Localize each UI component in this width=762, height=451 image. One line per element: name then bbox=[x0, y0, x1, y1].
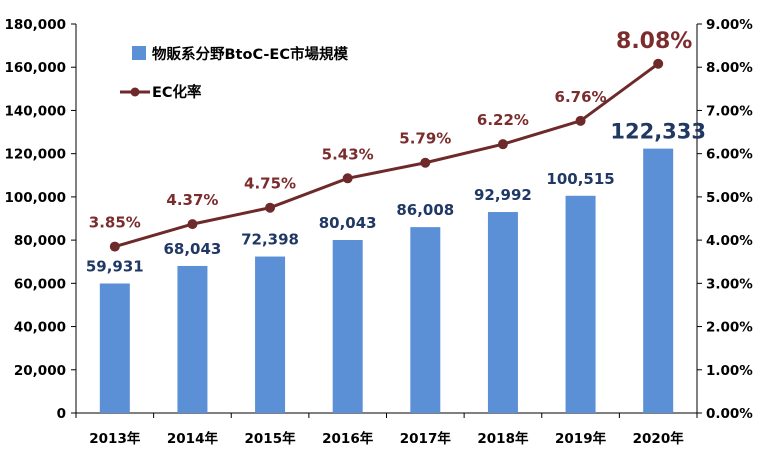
legend-bar-label: 物販系分野BtoC-EC市場規模 bbox=[152, 45, 348, 63]
bar-value-label: 100,515 bbox=[546, 170, 614, 188]
x-tick-label: 2016年 bbox=[322, 430, 374, 447]
bar bbox=[643, 148, 674, 413]
x-tick-label: 2019年 bbox=[555, 430, 607, 447]
bar bbox=[177, 265, 208, 413]
bar bbox=[255, 256, 286, 413]
rate-value-label: 6.76% bbox=[555, 88, 607, 106]
rate-point bbox=[109, 241, 120, 252]
y-tick-label-right: 6.00% bbox=[706, 147, 753, 163]
rate-value-label: 4.75% bbox=[244, 175, 296, 193]
y-tick-label-right: 3.00% bbox=[706, 276, 753, 292]
y-tick-label-left: 140,000 bbox=[5, 103, 67, 119]
y-tick-label-right: 0.00% bbox=[706, 406, 753, 422]
rate-point bbox=[265, 202, 276, 213]
y-tick-label-left: 120,000 bbox=[5, 147, 67, 163]
y-tick-label-right: 4.00% bbox=[706, 233, 753, 249]
y-tick-label-right: 2.00% bbox=[706, 320, 753, 336]
bar bbox=[487, 212, 518, 413]
y-tick-label-left: 160,000 bbox=[5, 60, 67, 76]
x-tick-label: 2018年 bbox=[477, 430, 529, 447]
rate-value-label: 4.37% bbox=[166, 191, 218, 209]
bar-value-label: 68,043 bbox=[163, 240, 221, 258]
bar-value-label: 86,008 bbox=[396, 201, 454, 219]
rate-line bbox=[114, 62, 660, 249]
rate-point bbox=[187, 219, 198, 230]
bar-value-label: 92,992 bbox=[474, 186, 532, 204]
x-tick-label: 2017年 bbox=[400, 430, 452, 447]
y-tick-label-right: 9.00% bbox=[706, 17, 753, 33]
x-tick-label: 2013年 bbox=[89, 430, 141, 447]
y-tick-label-right: 1.00% bbox=[706, 363, 753, 379]
rate-value-label: 3.85% bbox=[89, 214, 141, 232]
rate-value-label: 5.43% bbox=[322, 145, 374, 163]
rate-value-label: 8.08% bbox=[616, 29, 692, 54]
rate-point bbox=[653, 58, 664, 69]
bar-value-label: 80,043 bbox=[319, 214, 377, 232]
legend: 物販系分野BtoC-EC市場規模 EC化率 bbox=[120, 45, 348, 101]
rate-point bbox=[575, 115, 586, 126]
y-tick-label-left: 80,000 bbox=[14, 233, 66, 249]
rate-point bbox=[420, 157, 431, 168]
bar bbox=[565, 195, 596, 413]
bar-value-label: 72,398 bbox=[241, 231, 299, 249]
x-tick-label: 2015年 bbox=[245, 430, 297, 447]
data-labels: 59,931 68,043 72,398 80,043 86,008 92,992 100,… bbox=[86, 29, 706, 276]
bar-series bbox=[99, 148, 674, 413]
rate-point bbox=[497, 139, 508, 150]
bar-value-label: 122,333 bbox=[610, 120, 706, 144]
x-tick-label: 2020年 bbox=[633, 430, 685, 447]
axes: 0 20,000 40,000 60,000 80,000 100,000 120,000 1… bbox=[5, 17, 754, 447]
bar bbox=[410, 227, 441, 413]
y-tick-label-left: 20,000 bbox=[14, 363, 66, 379]
bar bbox=[332, 240, 363, 413]
rate-value-label: 5.79% bbox=[399, 130, 451, 148]
y-tick-label-left: 40,000 bbox=[14, 320, 66, 336]
rate-value-label: 6.22% bbox=[477, 111, 529, 129]
y-tick-label-right: 5.00% bbox=[706, 190, 753, 206]
x-tick-label: 2014年 bbox=[167, 430, 219, 447]
bar-value-label: 59,931 bbox=[86, 257, 144, 275]
rate-series bbox=[109, 58, 664, 252]
legend-bar-swatch bbox=[132, 46, 146, 60]
y-tick-label-right: 8.00% bbox=[706, 60, 753, 76]
bar bbox=[99, 283, 130, 413]
y-tick-label-left: 60,000 bbox=[14, 276, 66, 292]
y-tick-label-left: 100,000 bbox=[5, 190, 67, 206]
y-tick-label-left: 0 bbox=[57, 406, 66, 422]
y-tick-label-right: 7.00% bbox=[706, 103, 753, 119]
rate-point bbox=[342, 173, 353, 184]
legend-line-label: EC化率 bbox=[152, 83, 202, 101]
y-tick-label-left: 180,000 bbox=[5, 17, 67, 33]
legend-line-marker bbox=[130, 87, 140, 97]
